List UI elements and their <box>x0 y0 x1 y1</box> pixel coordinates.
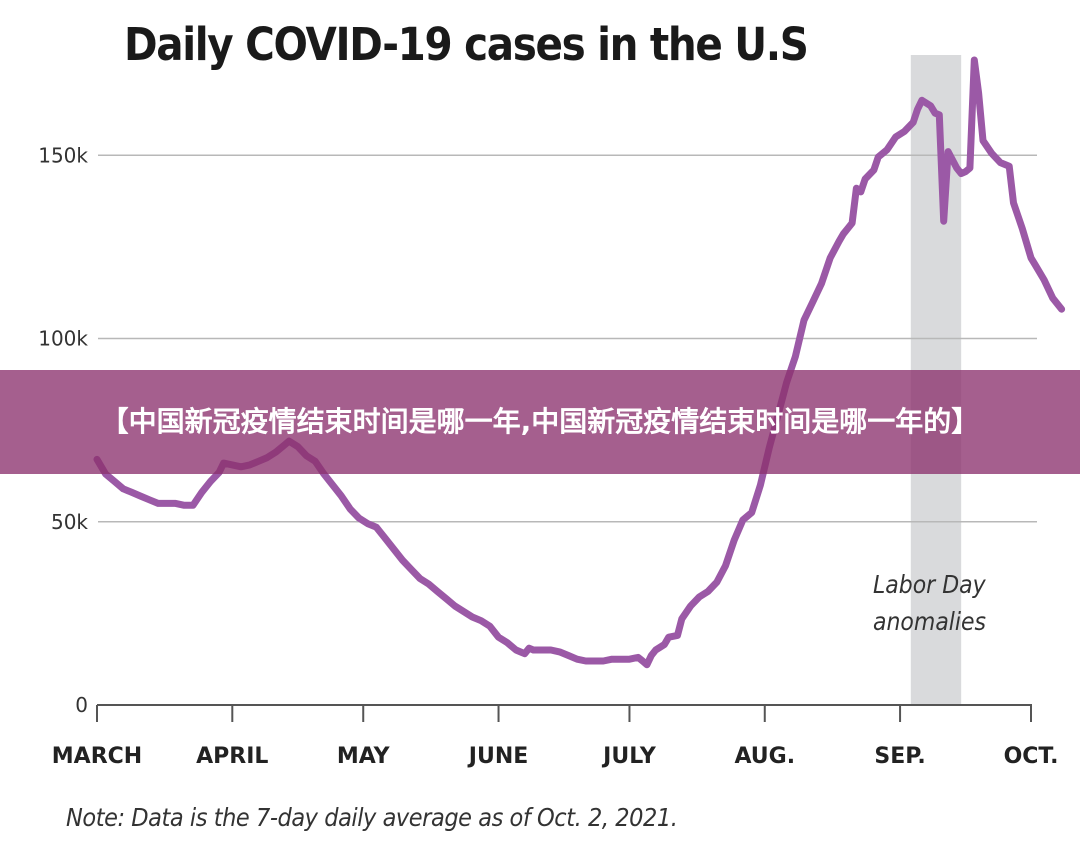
y-tick-label: 150k <box>38 143 88 167</box>
x-tick-label: APRIL <box>196 744 268 769</box>
y-tick-label: 0 <box>75 693 88 717</box>
x-tick-label: JULY <box>601 744 657 769</box>
x-axis-tick-labels: MARCH APRIL MAY JUNE JULY AUG. SEP. OCT. <box>52 744 1059 769</box>
annotation-line-2: anomalies <box>873 607 987 636</box>
x-axis <box>96 704 1032 722</box>
x-tick-label: OCT. <box>1004 744 1059 769</box>
y-tick-label: 100k <box>38 327 88 351</box>
annotation-line-1: Labor Day <box>873 570 986 599</box>
overlay-banner: 【中国新冠疫情结束时间是哪一年,中国新冠疫情结束时间是哪一年的】 <box>0 370 1080 474</box>
x-tick-label: AUG. <box>734 744 795 769</box>
chart-note: Note: Data is the 7-day daily average as… <box>66 803 678 832</box>
x-tick-label: SEP. <box>874 744 925 769</box>
banner-text: 【中国新冠疫情结束时间是哪一年,中国新冠疫情结束时间是哪一年的】 <box>100 405 980 438</box>
shaded-region-annotation: Labor Day anomalies <box>873 566 986 640</box>
x-tick-label: JUNE <box>467 744 529 769</box>
x-tick-label: MARCH <box>52 744 142 769</box>
x-tick-label: MAY <box>337 744 391 769</box>
chart-title: Daily COVID-19 cases in the U.S <box>124 18 809 71</box>
y-axis-ticks: 0 50k 100k 150k <box>38 143 88 717</box>
y-tick-label: 50k <box>51 510 88 534</box>
